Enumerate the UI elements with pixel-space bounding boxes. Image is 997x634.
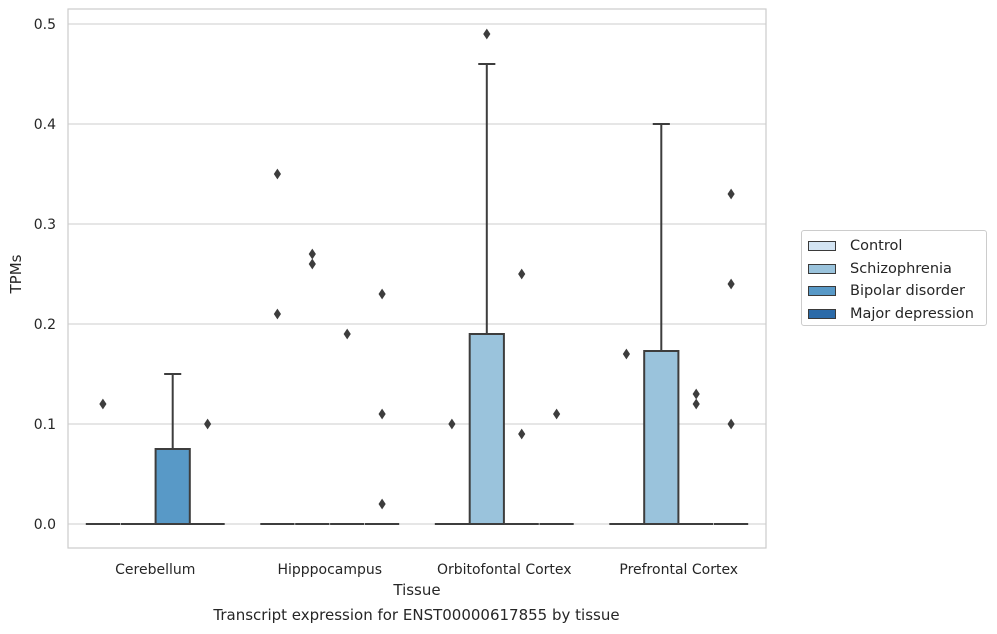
outlier-point	[379, 289, 386, 300]
outlier-point	[309, 249, 316, 260]
axis-ticks: 0.0 0.1 0.2 0.3 0.4 0.5 Cerebellum Hipppocampus…	[34, 17, 738, 578]
outlier-point	[693, 389, 700, 400]
box-control	[86, 399, 120, 524]
outlier-point	[623, 349, 630, 360]
outlier-point	[553, 409, 560, 420]
legend-item: Schizophrenia	[808, 258, 980, 281]
outlier-point	[448, 419, 455, 430]
box-control	[260, 169, 294, 524]
outlier-point	[518, 269, 525, 280]
y-tick-label: 0.4	[34, 117, 56, 133]
outlier-point	[518, 429, 525, 440]
box-bipolar-disorder	[330, 329, 364, 524]
outlier-point	[693, 399, 700, 410]
box-bipolar-disorder	[156, 374, 190, 524]
box-body	[156, 449, 190, 524]
outlier-point	[728, 189, 735, 200]
legend-item: Major depression	[808, 303, 980, 326]
outlier-point	[204, 419, 211, 430]
legend-swatch	[808, 309, 836, 319]
x-tick-label: Orbitofontal Cortex	[437, 562, 572, 578]
box-control	[609, 349, 643, 524]
x-tick-label: Prefrontal Cortex	[619, 562, 738, 578]
legend-label: Control	[850, 238, 902, 254]
legend: Control Schizophrenia Bipolar disorder Majo…	[801, 230, 987, 326]
outlier-point	[99, 399, 106, 410]
outlier-point	[379, 409, 386, 420]
box-bipolar-disorder	[679, 389, 713, 524]
outlier-point	[728, 279, 735, 290]
box-major-depression	[190, 419, 224, 524]
y-axis-label: TPMs	[7, 254, 25, 294]
y-tick-label: 0.1	[34, 417, 56, 433]
x-tick-label: Hipppocampus	[277, 562, 382, 578]
legend-label: Major depression	[850, 306, 974, 322]
x-tick-label: Cerebellum	[115, 562, 195, 578]
y-tick-label: 0.2	[34, 317, 56, 333]
outlier-point	[483, 29, 490, 40]
outlier-point	[274, 169, 281, 180]
plot-area	[86, 29, 748, 524]
box-control	[435, 419, 469, 524]
legend-swatch	[808, 264, 836, 274]
box-schizophrenia	[470, 29, 504, 524]
legend-item: Bipolar disorder	[808, 280, 980, 303]
chart-caption: Transcript expression for ENST0000061785…	[0, 606, 833, 624]
outlier-point	[274, 309, 281, 320]
outlier-point	[728, 419, 735, 430]
outlier-point	[309, 259, 316, 270]
box-bipolar-disorder	[505, 269, 539, 524]
box-body	[470, 334, 504, 524]
legend-swatch	[808, 286, 836, 296]
legend-swatch	[808, 241, 836, 251]
outlier-point	[379, 499, 386, 510]
legend-label: Bipolar disorder	[850, 283, 965, 299]
box-major-depression	[714, 189, 748, 524]
y-tick-label: 0.5	[34, 17, 56, 33]
y-tick-label: 0.3	[34, 217, 56, 233]
x-axis-label: Tissue	[392, 581, 440, 599]
box-body	[644, 351, 678, 524]
box-schizophrenia	[295, 249, 329, 524]
legend-label: Schizophrenia	[850, 261, 952, 277]
box-major-depression	[539, 409, 573, 524]
y-tick-label: 0.0	[34, 517, 56, 533]
outlier-point	[344, 329, 351, 340]
legend-item: Control	[808, 235, 980, 258]
